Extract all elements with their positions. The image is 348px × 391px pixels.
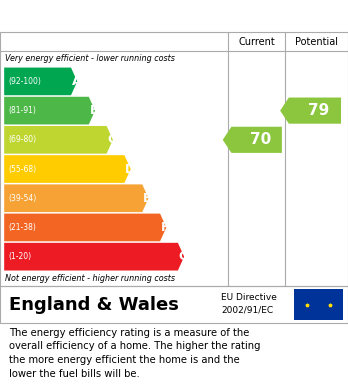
Text: E: E [143,192,151,205]
Text: (69-80): (69-80) [9,135,37,144]
Polygon shape [280,97,341,124]
Text: Current: Current [238,36,275,47]
Text: B: B [89,104,99,117]
Text: England & Wales: England & Wales [9,296,179,314]
Text: 79: 79 [308,103,329,118]
Text: (81-91): (81-91) [9,106,37,115]
Text: (21-38): (21-38) [9,223,37,232]
Text: (1-20): (1-20) [9,252,32,261]
Text: (39-54): (39-54) [9,194,37,203]
Polygon shape [223,127,282,153]
Polygon shape [4,68,77,95]
Text: (55-68): (55-68) [9,165,37,174]
Text: Very energy efficient - lower running costs: Very energy efficient - lower running co… [5,54,175,63]
Text: Energy Efficiency Rating: Energy Efficiency Rating [9,9,230,24]
Polygon shape [4,185,149,212]
Text: The energy efficiency rating is a measure of the
overall efficiency of a home. T: The energy efficiency rating is a measur… [9,328,260,378]
Text: Not energy efficient - higher running costs: Not energy efficient - higher running co… [5,274,175,283]
Text: A: A [72,75,81,88]
Polygon shape [4,155,131,183]
Polygon shape [4,126,113,154]
Text: Potential: Potential [295,36,338,47]
Text: EU Directive
2002/91/EC: EU Directive 2002/91/EC [221,293,277,314]
Polygon shape [4,97,95,124]
Polygon shape [4,213,166,241]
Text: G: G [179,250,189,263]
Text: F: F [161,221,169,234]
Bar [294,289,343,320]
Text: D: D [125,163,135,176]
Polygon shape [4,243,184,271]
Text: (92-100): (92-100) [9,77,41,86]
Text: C: C [107,133,117,146]
Text: 70: 70 [250,132,271,147]
